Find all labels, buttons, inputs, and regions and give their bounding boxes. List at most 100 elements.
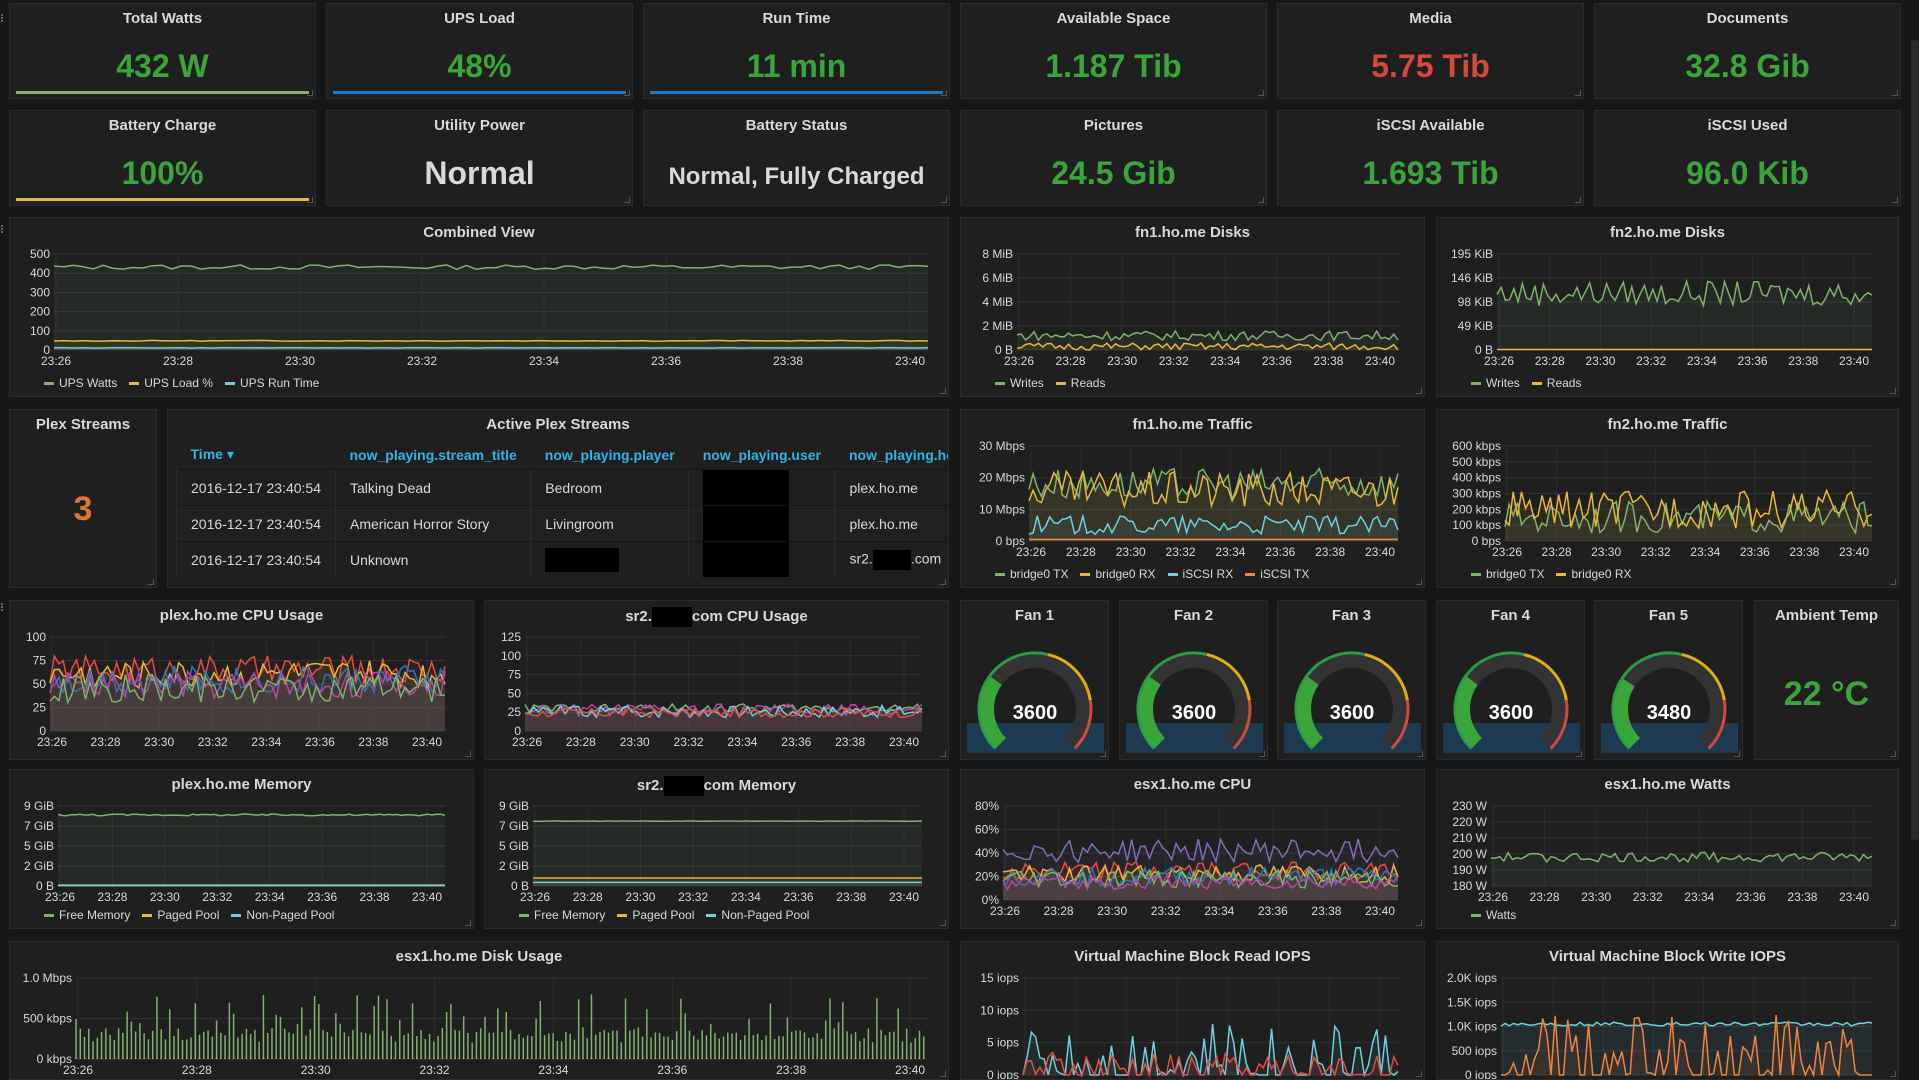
resize-handle[interactable] — [1416, 920, 1422, 926]
row-drag-handle[interactable] — [1, 603, 5, 611]
resize-handle[interactable] — [465, 920, 471, 926]
resize-handle[interactable] — [1890, 1071, 1896, 1077]
page-scrollbar[interactable] — [1911, 40, 1919, 840]
resize-handle[interactable] — [148, 579, 154, 585]
graph-svg[interactable]: 195 KiB 146 KiB 98 KiB 49 KiB 0 B23:26 23:28 2… — [1437, 218, 1899, 397]
resize-handle[interactable] — [940, 751, 946, 757]
graph-svg[interactable]: 80% 60% 40% 20% 0%23:26 23:28 23:30 23:32 23:34 2… — [961, 770, 1425, 929]
resize-handle[interactable] — [1100, 751, 1106, 757]
column-header-stream-title[interactable]: now_playing.stream_title — [349, 446, 517, 463]
resize-handle[interactable] — [940, 1071, 946, 1077]
graph-svg[interactable]: 15 iops 10 iops 5 iops 0 iops — [961, 942, 1425, 1080]
x-tick-label: 23:30 — [285, 354, 315, 368]
resize-handle[interactable] — [1890, 579, 1896, 585]
legend-item[interactable]: UPS Load % — [129, 376, 213, 390]
resize-handle[interactable] — [1890, 388, 1896, 394]
resize-handle[interactable] — [1576, 751, 1582, 757]
series-area — [525, 705, 922, 731]
legend-item[interactable]: iSCSI RX — [1167, 567, 1233, 581]
y-tick-label: 8 MiB — [982, 247, 1013, 261]
legend-item[interactable]: Paged Pool — [142, 908, 219, 922]
graph-svg[interactable]: 8 MiB 6 MiB 4 MiB 2 MiB 0 B23:26 23:28 23:30 23… — [961, 218, 1425, 397]
legend-item[interactable]: Reads — [1055, 376, 1105, 390]
row-drag-handle[interactable] — [1, 14, 5, 22]
resize-handle[interactable] — [1416, 579, 1422, 585]
column-header-host[interactable]: now_playing.host — [848, 446, 948, 463]
row-drag-handle[interactable] — [1, 225, 5, 233]
resize-handle[interactable] — [624, 197, 630, 203]
y-tick-label: 500 kbps — [23, 1012, 72, 1026]
graph-svg[interactable]: 500 400 300 200 100 023:26 23:28 23:30 23:32 23:3… — [10, 218, 949, 397]
x-tick-label: 23:36 — [1738, 354, 1768, 368]
legend-item[interactable]: Reads — [1531, 376, 1581, 390]
resize-handle[interactable] — [941, 197, 947, 203]
graph-svg[interactable]: 230 W 220 W 210 W 200 W 190 W 180 W23:26 23:28… — [1437, 770, 1899, 929]
legend-item[interactable]: bridge0 TX — [1471, 567, 1544, 581]
resize-handle[interactable] — [1890, 920, 1896, 926]
legend-item[interactable]: Non-Paged Pool — [706, 908, 809, 922]
resize-handle[interactable] — [307, 197, 313, 203]
y-tick-label: 9 GiB — [499, 799, 529, 813]
legend-item[interactable]: iSCSI TX — [1245, 567, 1309, 581]
resize-handle[interactable] — [1416, 1071, 1422, 1077]
y-tick-label: 400 kbps — [1452, 471, 1501, 485]
resize-handle[interactable] — [465, 751, 471, 757]
resize-handle[interactable] — [940, 388, 946, 394]
resize-handle[interactable] — [1890, 751, 1896, 757]
resize-handle[interactable] — [1258, 197, 1264, 203]
resize-handle[interactable] — [1575, 197, 1581, 203]
resize-handle[interactable] — [1892, 90, 1898, 96]
resize-handle[interactable] — [1892, 197, 1898, 203]
stat-panel: Documents 32.8 Gib — [1594, 3, 1901, 99]
graph-svg[interactable]: 9 GiB 7 GiB 5 GiB 2 GiB 0 B23:26 23:28 23:30 23… — [485, 770, 949, 929]
resize-handle[interactable] — [1734, 751, 1740, 757]
resize-handle[interactable] — [307, 90, 313, 96]
legend-item[interactable]: Free Memory — [44, 908, 130, 922]
legend-item[interactable]: UPS Run Time — [224, 376, 319, 390]
panel-title: plex.ho.me Memory — [171, 776, 312, 793]
panel-title: Battery Charge — [108, 117, 217, 134]
legend-item[interactable]: bridge0 RX — [1080, 567, 1156, 581]
legend-item[interactable]: Non-Paged Pool — [231, 908, 334, 922]
gauge-threshold — [1232, 700, 1252, 750]
resize-handle[interactable] — [624, 90, 630, 96]
resize-handle[interactable] — [941, 90, 947, 96]
column-header-time[interactable]: Time ▾ — [190, 446, 234, 462]
legend-item[interactable]: Paged Pool — [617, 908, 694, 922]
resize-handle[interactable] — [940, 920, 946, 926]
stat-panel: UPS Load 48% — [326, 3, 633, 99]
x-tick-label: 23:28 — [182, 1063, 212, 1077]
resize-handle[interactable] — [940, 579, 946, 585]
x-tick-label: 23:30 — [150, 890, 180, 904]
legend-item[interactable]: Writes — [1471, 376, 1520, 390]
y-tick-label: 7 GiB — [24, 819, 54, 833]
graph-svg[interactable]: 125 100 75 50 25 023:26 23:28 23:30 23:32 23:34 23… — [485, 601, 949, 760]
legend-label: Paged Pool — [157, 908, 220, 922]
resize-handle[interactable] — [1575, 90, 1581, 96]
gauge-threshold — [1453, 651, 1525, 750]
graph-svg[interactable]: 9 GiB 7 GiB 5 GiB 2 GiB 0 B23:26 23:28 23:30 23… — [10, 770, 474, 929]
column-header-player[interactable]: now_playing.player — [544, 446, 675, 463]
legend-label: Paged Pool — [632, 908, 695, 922]
resize-handle[interactable] — [1416, 388, 1422, 394]
resize-handle[interactable] — [1258, 90, 1264, 96]
graph-svg[interactable]: 2.0K iops 1.5K iops 1.0K iops 500 iops 0 iop… — [1437, 942, 1899, 1080]
legend-item[interactable]: bridge0 TX — [995, 567, 1068, 581]
legend-item[interactable]: Free Memory — [519, 908, 605, 922]
legend-item[interactable]: Writes — [995, 376, 1044, 390]
column-header-user[interactable]: now_playing.user — [702, 446, 821, 463]
legend-item[interactable]: Watts — [1471, 908, 1516, 922]
legend-item[interactable]: bridge0 RX — [1556, 567, 1632, 581]
cell-host: plex.ho.me — [834, 505, 948, 542]
x-tick-label: 23:36 — [657, 1063, 687, 1077]
legend-item[interactable]: UPS Watts — [44, 376, 117, 390]
stat-value: Normal — [424, 155, 535, 191]
y-tick-label: 0 B — [36, 879, 54, 893]
resize-handle[interactable] — [1417, 751, 1423, 757]
graph-svg[interactable]: 100 75 50 25 023:26 23:28 23:30 23:32 23:34 23:36… — [10, 601, 474, 760]
y-tick-label: 190 W — [1452, 863, 1487, 877]
resize-handle[interactable] — [1259, 751, 1265, 757]
